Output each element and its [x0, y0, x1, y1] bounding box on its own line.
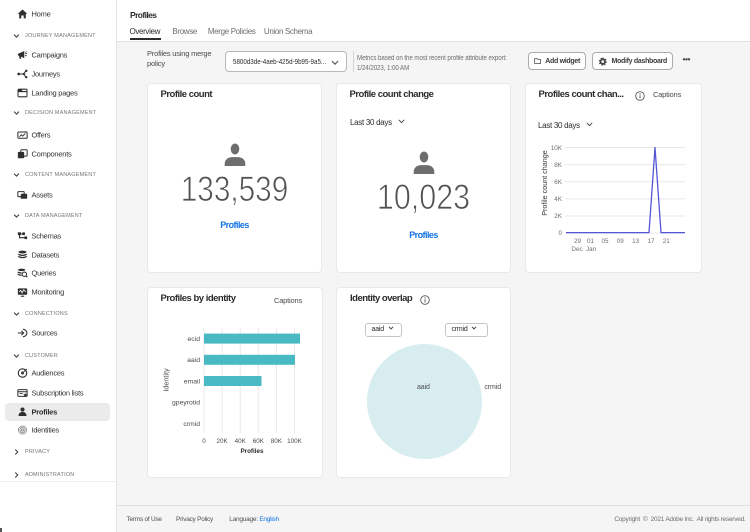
svg-text:4K: 4K	[554, 196, 563, 203]
svg-text:100K: 100K	[287, 438, 303, 445]
svg-text:29: 29	[574, 238, 582, 245]
svg-text:6K: 6K	[554, 179, 563, 186]
svg-text:gpeyrotid: gpeyrotid	[172, 400, 200, 407]
svg-text:ecid: ecid	[188, 336, 201, 343]
svg-text:05: 05	[601, 238, 609, 245]
svg-text:2K: 2K	[554, 213, 563, 220]
svg-text:20K: 20K	[216, 438, 228, 445]
svg-text:01: 01	[587, 238, 595, 245]
svg-text:0: 0	[202, 438, 206, 445]
svg-text:09: 09	[617, 238, 625, 245]
svg-text:17: 17	[647, 238, 655, 245]
svg-text:Jan: Jan	[586, 246, 597, 253]
svg-text:crmid: crmid	[183, 421, 200, 428]
svg-text:Profiles: Profiles	[240, 448, 264, 455]
svg-text:0: 0	[558, 230, 562, 237]
svg-text:80K: 80K	[271, 438, 283, 445]
svg-text:21: 21	[663, 238, 671, 245]
svg-text:60K: 60K	[253, 438, 265, 445]
svg-text:Profile count change: Profile count change	[540, 150, 549, 216]
svg-text:10K: 10K	[551, 145, 563, 152]
svg-text:13: 13	[632, 238, 640, 245]
svg-text:Dec: Dec	[571, 246, 582, 253]
svg-text:email: email	[184, 378, 201, 385]
svg-text:40K: 40K	[235, 438, 247, 445]
svg-text:aaid: aaid	[187, 357, 200, 364]
svg-text:Identity: Identity	[162, 368, 171, 392]
svg-text:8K: 8K	[554, 162, 563, 169]
